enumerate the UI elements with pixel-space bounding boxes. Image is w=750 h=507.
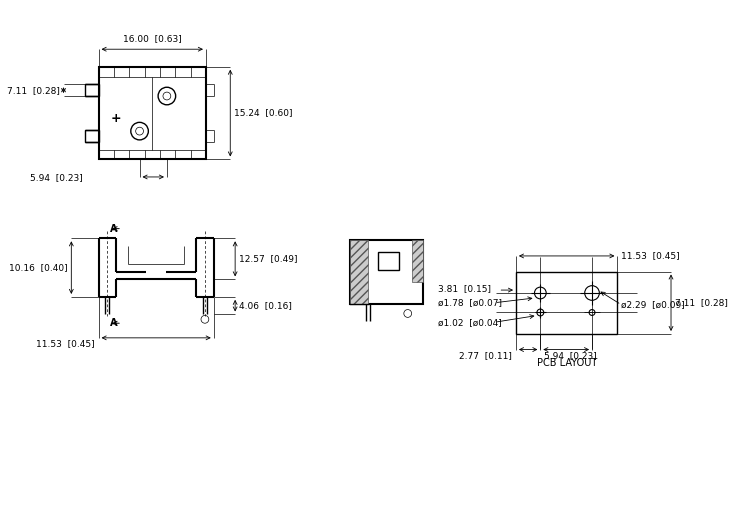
Text: 5.94  [0.23]: 5.94 [0.23] bbox=[30, 173, 83, 183]
Text: 11.53  [0.45]: 11.53 [0.45] bbox=[621, 251, 680, 261]
Text: 12.57  [0.49]: 12.57 [0.49] bbox=[239, 255, 298, 263]
Bar bbox=[350, 240, 423, 304]
Bar bbox=[412, 240, 423, 281]
Bar bbox=[85, 84, 98, 96]
Text: 3.81  [0.15]: 3.81 [0.15] bbox=[438, 284, 491, 294]
Text: ø2.29  [ø0.09]: ø2.29 [ø0.09] bbox=[621, 300, 685, 309]
Text: 4.06  [0.16]: 4.06 [0.16] bbox=[239, 301, 292, 310]
Bar bbox=[350, 240, 368, 304]
Text: 16.00  [0.63]: 16.00 [0.63] bbox=[123, 34, 182, 44]
Text: ø1.78  [ø0.07]: ø1.78 [ø0.07] bbox=[438, 298, 502, 307]
Bar bbox=[377, 252, 399, 270]
Bar bbox=[98, 67, 206, 159]
Bar bbox=[85, 130, 98, 142]
Text: PCB LAYOUT: PCB LAYOUT bbox=[536, 358, 597, 368]
Text: 10.16  [0.40]: 10.16 [0.40] bbox=[9, 263, 68, 272]
Text: A: A bbox=[110, 318, 118, 328]
Text: ø1.02  [ø0.04]: ø1.02 [ø0.04] bbox=[438, 318, 502, 327]
Text: 7.11  [0.28]: 7.11 [0.28] bbox=[7, 86, 59, 95]
Text: 2.77  [0.11]: 2.77 [0.11] bbox=[459, 351, 512, 360]
Text: 11.53  [0.45]: 11.53 [0.45] bbox=[36, 339, 94, 348]
Text: 5.94  [0.23]: 5.94 [0.23] bbox=[544, 351, 597, 360]
Text: 15.24  [0.60]: 15.24 [0.60] bbox=[234, 108, 292, 118]
Bar bbox=[516, 272, 617, 334]
Text: A: A bbox=[110, 224, 118, 234]
Text: +: + bbox=[111, 112, 122, 125]
Text: 7.11  [0.28]: 7.11 [0.28] bbox=[675, 298, 728, 307]
